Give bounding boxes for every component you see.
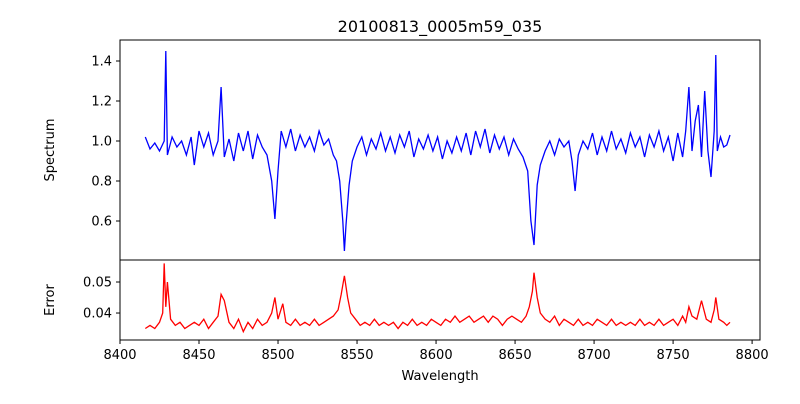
- xtick-label: 8600: [420, 348, 453, 363]
- xtick-label: 8450: [182, 348, 215, 363]
- ytick-label: 0.6: [91, 215, 112, 230]
- spectrum-line: [144, 50, 731, 252]
- xtick-label: 8650: [499, 348, 532, 363]
- ytick-label: 0.04: [83, 307, 112, 322]
- ytick-label: 1.2: [91, 95, 112, 110]
- chart-title: 20100813_0005m59_035: [338, 17, 543, 37]
- xtick-label: 8750: [657, 348, 690, 363]
- ytick-label: 0.8: [91, 175, 112, 190]
- bottom-axes-frame: [119, 259, 761, 341]
- error-line: [144, 263, 731, 334]
- xtick-label: 8700: [578, 348, 611, 363]
- xtick-label: 8400: [103, 348, 136, 363]
- bottom-ylabel: Error: [43, 284, 58, 316]
- xlabel: Wavelength: [401, 369, 478, 384]
- ytick-label: 1.0: [91, 135, 112, 150]
- xtick-label: 8500: [261, 348, 294, 363]
- xtick-label: 8800: [736, 348, 769, 363]
- ytick-label: 0.05: [83, 276, 112, 291]
- xtick-label: 8550: [340, 348, 373, 363]
- ytick-label: 1.4: [91, 55, 112, 70]
- top-ylabel: Spectrum: [43, 119, 58, 182]
